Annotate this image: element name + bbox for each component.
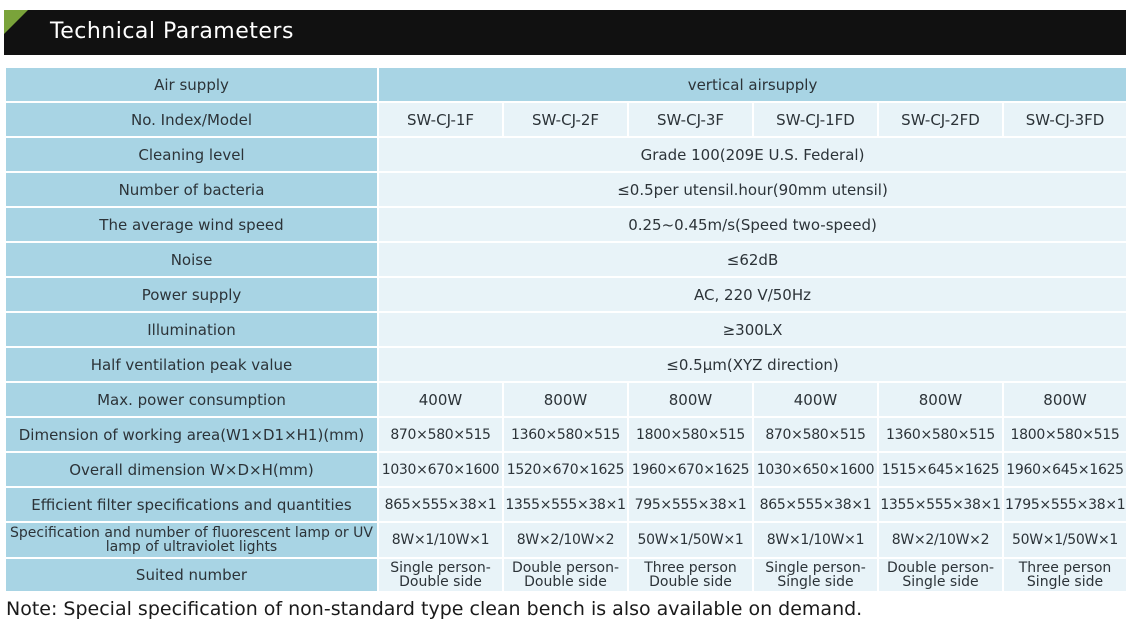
- table-row: Half ventilation peak value ≤0.5μm(XYZ d…: [4, 346, 1127, 383]
- filter-cell: 1795×555×38×1: [1001, 486, 1127, 523]
- suited-number-cell: Single person-Double side: [377, 557, 504, 593]
- lamp-cell: 50W×1/50W×1: [1001, 521, 1127, 559]
- max-power-cell: 800W: [877, 381, 1004, 418]
- power-supply-value: AC, 220 V/50Hz: [376, 276, 1127, 313]
- half-ventilation-value: ≤0.5μm(XYZ direction): [376, 346, 1127, 383]
- technical-parameters-table: Air supply vertical airsupply No. Index/…: [4, 66, 1127, 593]
- table-row: Noise ≤62dB: [4, 241, 1127, 278]
- suited-number-cell: Single person-Single side: [752, 557, 879, 593]
- working-area-cell: 1360×580×515: [877, 416, 1004, 453]
- row-label-illumination: Illumination: [4, 311, 379, 348]
- row-label-half-ventilation: Half ventilation peak value: [4, 346, 379, 383]
- row-label-max-power: Max. power consumption: [4, 381, 379, 418]
- max-power-cell: 800W: [1001, 381, 1127, 418]
- filter-cell: 865×555×38×1: [752, 486, 879, 523]
- table-row: Cleaning level Grade 100(209E U.S. Feder…: [4, 136, 1127, 173]
- table-row: Overall dimension W×D×H(mm) 1030×670×160…: [4, 451, 1127, 488]
- max-power-cell: 800W: [502, 381, 629, 418]
- table-row: Efficient filter specifications and quan…: [4, 486, 1127, 523]
- lamp-cell: 8W×2/10W×2: [502, 521, 629, 559]
- model-cell: SW-CJ-1F: [377, 101, 504, 138]
- page-title: Technical Parameters: [50, 19, 294, 44]
- lamp-cell: 8W×1/10W×1: [377, 521, 504, 559]
- model-cell: SW-CJ-3F: [627, 101, 754, 138]
- table-row: Number of bacteria ≤0.5per utensil.hour(…: [4, 171, 1127, 208]
- table-row: Max. power consumption 400W 800W 800W 40…: [4, 381, 1127, 418]
- working-area-cell: 870×580×515: [377, 416, 504, 453]
- illumination-value: ≥300LX: [376, 311, 1127, 348]
- row-label-filter: Efficient filter specifications and quan…: [4, 486, 379, 523]
- table-row: No. Index/Model SW-CJ-1F SW-CJ-2F SW-CJ-…: [4, 101, 1127, 138]
- model-cell: SW-CJ-1FD: [752, 101, 879, 138]
- overall-dimension-cell: 1030×670×1600: [377, 451, 504, 488]
- row-label-working-area: Dimension of working area(W1×D1×H1)(mm): [4, 416, 379, 453]
- working-area-cell: 1360×580×515: [502, 416, 629, 453]
- overall-dimension-cell: 1030×650×1600: [752, 451, 879, 488]
- row-label-power-supply: Power supply: [4, 276, 379, 313]
- title-accent-corner: [4, 10, 28, 34]
- row-label-cleaning-level: Cleaning level: [4, 136, 379, 173]
- row-label-overall-dimension: Overall dimension W×D×H(mm): [4, 451, 379, 488]
- table-row: Illumination ≥300LX: [4, 311, 1127, 348]
- lamp-cell: 50W×1/50W×1: [627, 521, 754, 559]
- table-row: The average wind speed 0.25~0.45m/s(Spee…: [4, 206, 1127, 243]
- overall-dimension-cell: 1960×645×1625: [1001, 451, 1127, 488]
- overall-dimension-cell: 1520×670×1625: [502, 451, 629, 488]
- filter-cell: 1355×555×38×1: [502, 486, 629, 523]
- lamp-cell: 8W×2/10W×2: [877, 521, 1004, 559]
- footnote: Note: Special specification of non-stand…: [6, 598, 863, 620]
- row-label-air-supply: Air supply: [4, 66, 379, 103]
- max-power-cell: 400W: [377, 381, 504, 418]
- suited-number-cell: Three person Single side: [1001, 557, 1127, 593]
- cleaning-level-value: Grade 100(209E U.S. Federal): [376, 136, 1127, 173]
- model-cell: SW-CJ-2F: [502, 101, 629, 138]
- suited-number-cell: Double person-Single side: [877, 557, 1004, 593]
- suited-number-cell: Double person-Double side: [502, 557, 629, 593]
- wind-speed-value: 0.25~0.45m/s(Speed two-speed): [376, 206, 1127, 243]
- noise-value: ≤62dB: [376, 241, 1127, 278]
- table-row: Suited number Single person-Double side …: [4, 557, 1127, 593]
- row-label-bacteria: Number of bacteria: [4, 171, 379, 208]
- model-cell: SW-CJ-3FD: [1001, 101, 1127, 138]
- max-power-cell: 800W: [627, 381, 754, 418]
- table-row: Dimension of working area(W1×D1×H1)(mm) …: [4, 416, 1127, 453]
- working-area-cell: 1800×580×515: [627, 416, 754, 453]
- working-area-cell: 870×580×515: [752, 416, 879, 453]
- max-power-cell: 400W: [752, 381, 879, 418]
- filter-cell: 865×555×38×1: [377, 486, 504, 523]
- lamp-cell: 8W×1/10W×1: [752, 521, 879, 559]
- table-row: Specification and number of fluorescent …: [4, 521, 1127, 559]
- model-cell: SW-CJ-2FD: [877, 101, 1004, 138]
- filter-cell: 1355×555×38×1: [877, 486, 1004, 523]
- filter-cell: 795×555×38×1: [627, 486, 754, 523]
- title-bar: Technical Parameters: [4, 10, 1126, 55]
- overall-dimension-cell: 1960×670×1625: [627, 451, 754, 488]
- row-label-wind-speed: The average wind speed: [4, 206, 379, 243]
- row-label-lamp: Specification and number of fluorescent …: [4, 521, 379, 559]
- table-row: Air supply vertical airsupply: [4, 66, 1127, 103]
- bacteria-value: ≤0.5per utensil.hour(90mm utensil): [376, 171, 1127, 208]
- row-label-suited-number: Suited number: [4, 557, 379, 593]
- row-label-noise: Noise: [4, 241, 379, 278]
- row-label-model: No. Index/Model: [4, 101, 379, 138]
- working-area-cell: 1800×580×515: [1001, 416, 1127, 453]
- table-row: Power supply AC, 220 V/50Hz: [4, 276, 1127, 313]
- air-supply-value: vertical airsupply: [376, 66, 1127, 103]
- suited-number-cell: Three person Double side: [627, 557, 754, 593]
- overall-dimension-cell: 1515×645×1625: [877, 451, 1004, 488]
